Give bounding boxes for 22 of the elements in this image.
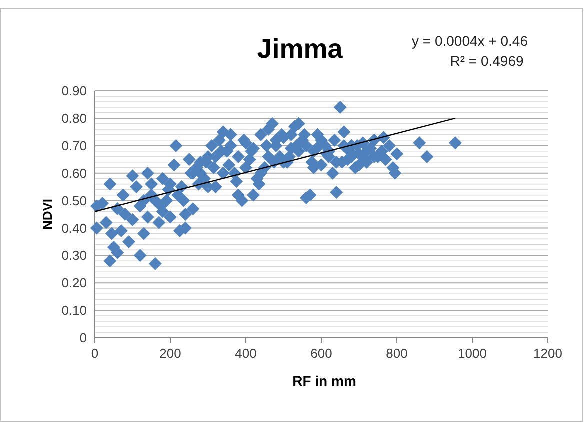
y-tick-label: 0.70 (62, 138, 87, 154)
y-tick-label: 0 (80, 330, 87, 346)
y-tick-label: 0.40 (62, 220, 87, 236)
x-axis-title: RF in mm (292, 373, 356, 389)
x-tick-label: 200 (160, 346, 182, 361)
chart-title: Jimma (257, 34, 344, 64)
x-tick-label: 400 (235, 346, 257, 361)
text: R² = 0.4969 (450, 53, 524, 69)
y-tick-label: 0.10 (62, 303, 87, 318)
x-tick-label: 1000 (458, 346, 487, 361)
text: y = 0.0004x + 0.46 (412, 33, 528, 49)
y-tick-label: 0.80 (62, 110, 87, 126)
x-tick-label: 0 (91, 346, 99, 361)
y-axis-title: NDVI (40, 198, 55, 230)
y-tick-label: 0.50 (62, 193, 87, 208)
x-tick-label: 800 (386, 346, 408, 361)
x-tick-label: 600 (310, 346, 332, 361)
y-tick-label: 0.20 (62, 276, 87, 291)
x-tick-label: 1200 (534, 346, 562, 361)
y-tick-label: 0.90 (62, 84, 87, 99)
y-tick-label: 0.60 (62, 166, 87, 181)
y-tick-label: 0.30 (62, 248, 87, 264)
